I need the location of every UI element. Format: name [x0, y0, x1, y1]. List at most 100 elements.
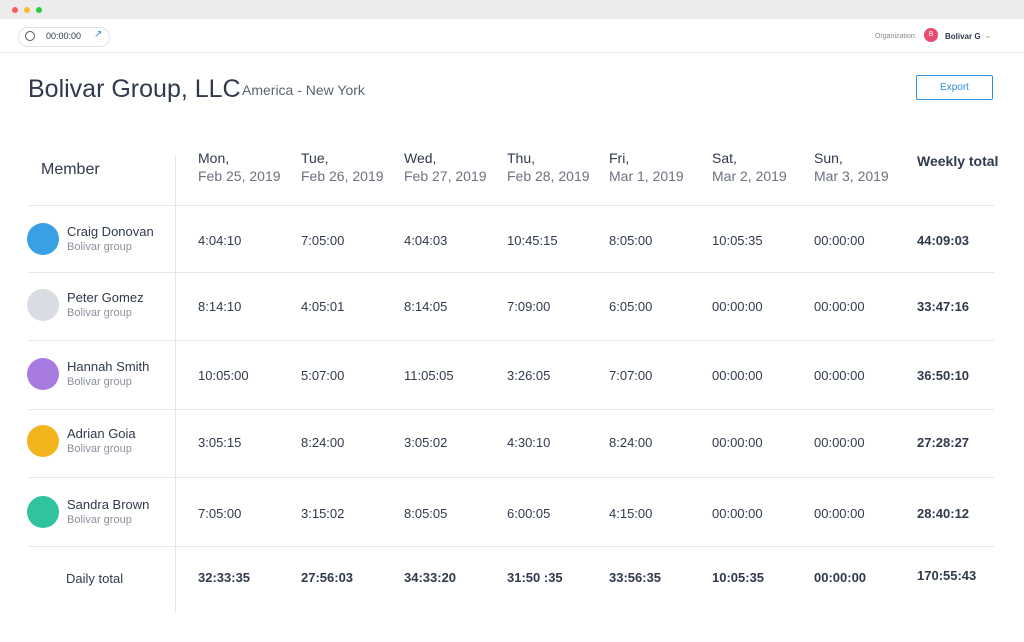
- time-cell: 3:26:05: [507, 368, 551, 383]
- daily-total: 10:05:35: [712, 570, 765, 585]
- member-name: Adrian Goia: [67, 426, 136, 441]
- time-cell: 10:05:00: [198, 368, 249, 383]
- daily-total: 34:33:20: [404, 570, 457, 585]
- time-cell: 7:05:00: [198, 506, 242, 521]
- time-cell: 7:05:00: [301, 233, 345, 248]
- location: America - New York: [242, 82, 365, 98]
- timer-arrow: ↗: [94, 29, 103, 40]
- time-cell: 10:45:15: [507, 233, 558, 248]
- day-date: Feb 28, 2019: [507, 168, 590, 184]
- weekly-total: 33:47:16: [917, 299, 970, 314]
- time-cell: 8:14:05: [404, 299, 448, 314]
- day-name: Sun,: [814, 150, 843, 166]
- time-cell: 8:05:00: [609, 233, 653, 248]
- time-cell: 8:24:00: [301, 435, 345, 450]
- member-name: Craig Donovan: [67, 224, 154, 239]
- daily-total-label: Daily total: [66, 571, 124, 586]
- title: Bolivar Group, LLC: [28, 75, 241, 103]
- day-date: Mar 3, 2019: [814, 168, 889, 184]
- time-cell: 4:15:00: [609, 506, 653, 521]
- time-cell: 7:07:00: [609, 368, 653, 383]
- day-date: Feb 27, 2019: [404, 168, 487, 184]
- daily-total: 00:00:00: [814, 570, 867, 585]
- time-cell: 6:00:05: [507, 506, 551, 521]
- column-divider: [175, 155, 176, 612]
- member-group: Bolivar group: [67, 241, 132, 253]
- org-label: Organization:: [875, 33, 917, 40]
- time-cell: 8:14:10: [198, 299, 242, 314]
- timer-icon: [25, 31, 35, 41]
- day-name: Fri,: [609, 150, 630, 166]
- weekly-total: 36:50:10: [917, 368, 970, 383]
- day-name: Thu,: [507, 150, 536, 166]
- weekly-total: 28:40:12: [917, 506, 970, 521]
- time-cell: 00:00:00: [814, 506, 865, 521]
- time-cell: 4:04:10: [198, 233, 242, 248]
- day-date: Mar 1, 2019: [609, 168, 684, 184]
- avatar: [27, 425, 59, 457]
- time-cell: 00:00:00: [712, 435, 763, 450]
- member-name: Hannah Smith: [67, 359, 150, 374]
- org-name[interactable]: Bolivar G: [945, 32, 981, 41]
- member-header: Member: [41, 161, 100, 178]
- time-cell: 11:05:05: [404, 368, 454, 383]
- time-cell: 8:24:00: [609, 435, 653, 450]
- day-name: Wed,: [404, 150, 437, 166]
- day-name: Sat,: [712, 150, 737, 166]
- row-divider: [28, 340, 994, 341]
- member-group: Bolivar group: [67, 514, 132, 526]
- time-cell: 3:05:02: [404, 435, 448, 450]
- day-date: Feb 25, 2019: [198, 168, 281, 184]
- window-bar: [0, 0, 1024, 19]
- time-cell: 5:07:00: [301, 368, 345, 383]
- time-cell: 00:00:00: [814, 233, 865, 248]
- row-divider: [28, 546, 994, 547]
- dot: [36, 7, 42, 13]
- dot: [24, 7, 30, 13]
- avatar: [27, 223, 59, 255]
- time-cell: 00:00:00: [712, 299, 763, 314]
- member-group: Bolivar group: [67, 376, 132, 388]
- time-cell: 00:00:00: [712, 368, 763, 383]
- export-button[interactable]: Export: [916, 75, 993, 100]
- time-cell: 4:04:03: [404, 233, 448, 248]
- time-cell: 3:05:15: [198, 435, 242, 450]
- time-cell: 00:00:00: [814, 368, 865, 383]
- time-cell: 8:05:05: [404, 506, 448, 521]
- time-cell: 00:00:00: [712, 506, 763, 521]
- day-name: Mon,: [198, 150, 230, 166]
- toolbar-border: [0, 52, 1024, 53]
- time-cell: 7:09:00: [507, 299, 551, 314]
- day-name: Tue,: [301, 150, 329, 166]
- daily-total: 32:33:35: [198, 570, 251, 585]
- member-name: Peter Gomez: [67, 290, 144, 305]
- weekly-total-header: Weekly total: [917, 153, 999, 169]
- row-divider: [28, 205, 994, 206]
- time-cell: 3:15:02: [301, 506, 345, 521]
- time-cell: 10:05:35: [712, 233, 763, 248]
- timer: 00:00:00: [46, 31, 82, 41]
- day-date: Feb 26, 2019: [301, 168, 384, 184]
- row-divider: [28, 409, 994, 410]
- timer-pill[interactable]: [18, 27, 110, 47]
- daily-total: 31:50 :35: [507, 570, 563, 585]
- row-divider: [28, 272, 994, 273]
- day-date: Mar 2, 2019: [712, 168, 787, 184]
- daily-total: 27:56:03: [301, 570, 354, 585]
- time-cell: 00:00:00: [814, 435, 865, 450]
- avatar: [27, 496, 59, 528]
- time-cell: 6:05:00: [609, 299, 653, 314]
- grand-total: 170:55:43: [917, 568, 977, 583]
- row-divider: [28, 477, 994, 478]
- daily-total: 33:56:35: [609, 570, 662, 585]
- time-cell: 4:30:10: [507, 435, 551, 450]
- avatar: [27, 358, 59, 390]
- weekly-total: 27:28:27: [917, 435, 970, 450]
- avatar: [27, 289, 59, 321]
- org-caret: ⌄: [984, 30, 992, 40]
- dot: [12, 7, 18, 13]
- member-group: Bolivar group: [67, 307, 132, 319]
- org-avatar: B: [924, 28, 938, 42]
- member-group: Bolivar group: [67, 443, 132, 455]
